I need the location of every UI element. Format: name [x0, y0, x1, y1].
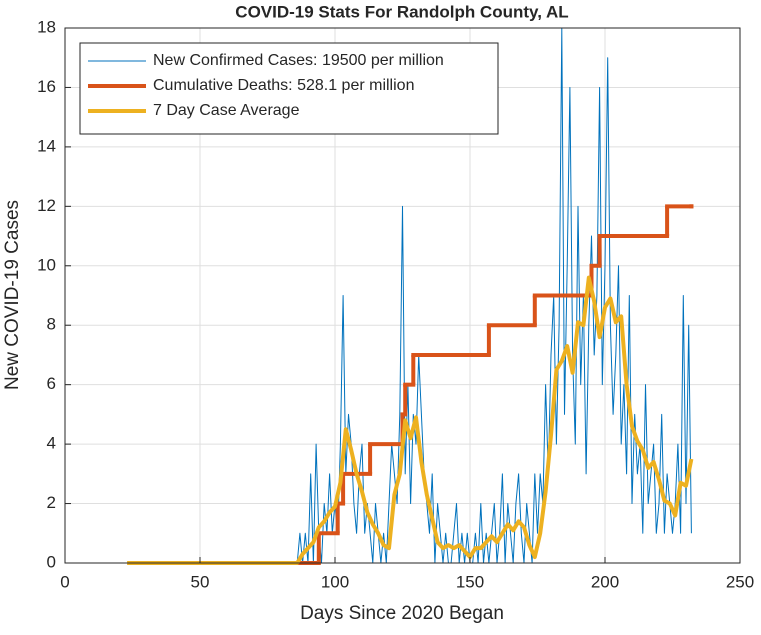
x-tick-label: 50: [191, 572, 210, 591]
x-tick-label: 200: [591, 572, 619, 591]
plot-area: [127, 27, 694, 565]
legend-label: 7 Day Case Average: [153, 102, 300, 119]
y-tick-label: 18: [37, 17, 56, 36]
y-tick-label: 12: [37, 196, 56, 215]
y-axis-label: New COVID-19 Cases: [2, 200, 23, 390]
y-tick-label: 0: [47, 552, 56, 571]
x-tick-label: 0: [60, 572, 69, 591]
y-tick-label: 10: [37, 255, 56, 274]
y-tick-label: 6: [47, 374, 56, 393]
legend-box: [79, 42, 499, 135]
axes-box: [64, 27, 741, 564]
legend-label: Cumulative Deaths: 528.1 per million: [153, 77, 414, 94]
axes: 0 50 100 150 200 250 0 2 4 6 8 10 12 14 16 18: [37, 17, 754, 591]
series-line: [127, 275, 694, 565]
chart-title: COVID-19 Stats For Randolph County, AL: [235, 2, 568, 21]
y-tick-label: 4: [47, 434, 56, 453]
x-tick-label: 150: [456, 572, 484, 591]
legend-label: New Confirmed Cases: 19500 per million: [153, 52, 444, 69]
y-tick-label: 14: [37, 136, 56, 155]
y-tick-label: 2: [47, 493, 56, 512]
x-tick-label: 250: [726, 572, 754, 591]
x-axis-label: Days Since 2020 Began: [300, 603, 504, 624]
y-tick-label: 8: [47, 315, 56, 334]
legend: New Confirmed Cases: 19500 per million Cu…: [79, 42, 499, 135]
x-tick-label: 100: [321, 572, 349, 591]
y-tick-label: 16: [37, 77, 56, 96]
